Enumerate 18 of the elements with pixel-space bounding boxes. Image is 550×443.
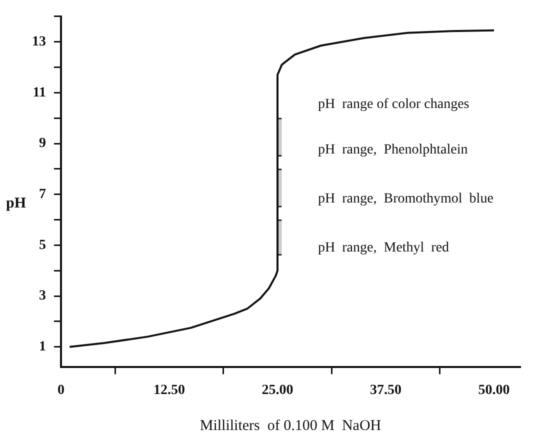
x-tick-label: 37.50 — [370, 383, 402, 398]
x-tick-label: 50.00 — [478, 383, 510, 398]
x-tick-label: 25.00 — [262, 383, 294, 398]
y-tick-label: 13 — [32, 34, 46, 50]
annotation: pH range, Phenolphtalein — [318, 142, 468, 158]
y-tick-label: 11 — [32, 85, 46, 100]
y-tick-label: 5 — [39, 238, 46, 253]
annotation: pH range of color changes — [318, 96, 470, 112]
x-tick-label: 0 — [58, 383, 64, 398]
x-axis-title: Milliliters of 0.100 M NaOH — [200, 418, 382, 434]
x-tick-label: 12.50 — [154, 383, 186, 398]
y-tick-label: 9 — [39, 136, 46, 152]
y-tick-label: 7 — [39, 186, 46, 202]
y-axis-title: pH — [6, 196, 26, 212]
y-tick-label: 3 — [39, 288, 46, 304]
y-tick-label: 1 — [39, 339, 46, 354]
annotation: pH range, Methyl red — [318, 240, 450, 256]
annotation: pH range, Bromothymol blue — [318, 191, 494, 206]
